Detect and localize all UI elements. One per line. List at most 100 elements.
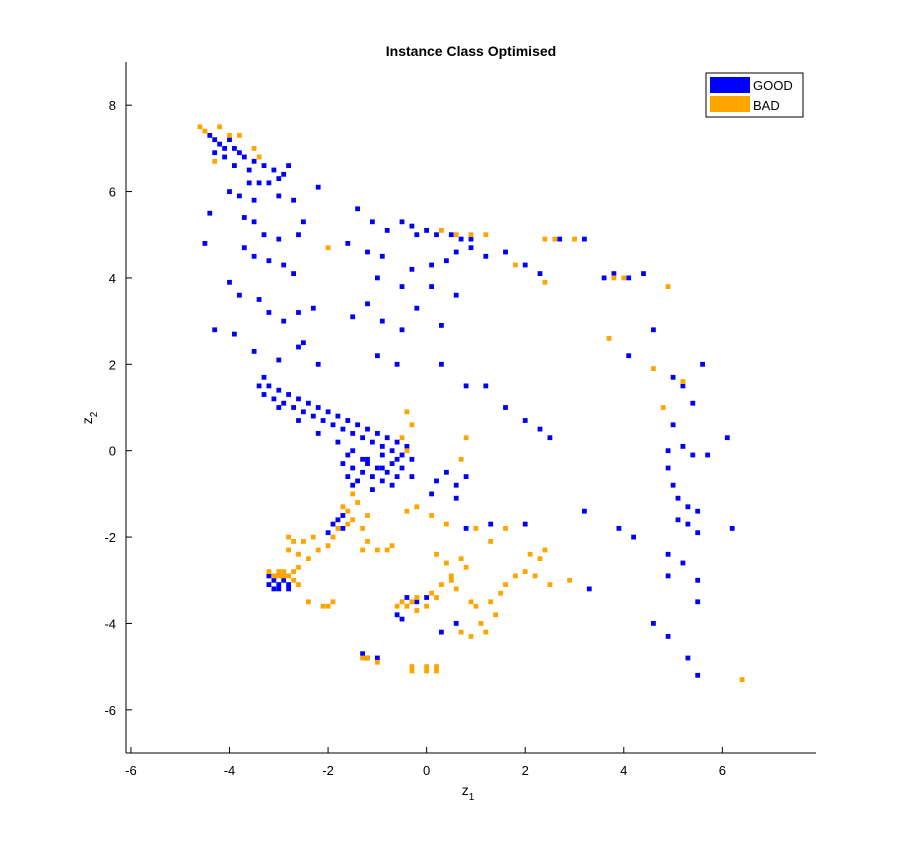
data-point-bad: [399, 435, 405, 441]
data-point-good: [389, 461, 395, 466]
data-point-bad: [542, 547, 548, 553]
data-point-good: [286, 586, 291, 592]
data-point-good: [227, 279, 232, 285]
data-point-bad: [513, 573, 518, 579]
data-point-good: [325, 530, 331, 536]
data-point-good: [444, 258, 449, 264]
data-point-good: [375, 275, 380, 281]
x-tick-label: 6: [719, 763, 726, 778]
data-point-good: [360, 651, 365, 657]
data-point-good: [389, 448, 395, 454]
data-point-bad: [325, 603, 331, 609]
data-point-good: [685, 504, 691, 510]
data-point-good: [616, 526, 622, 531]
data-point-bad: [291, 577, 296, 583]
data-point-bad: [448, 577, 454, 583]
data-point-bad: [404, 448, 410, 454]
data-point-good: [399, 616, 405, 622]
data-point-good: [384, 469, 390, 475]
y-tick-label: 4: [109, 271, 116, 286]
data-point-bad: [473, 603, 479, 609]
data-point-bad: [237, 133, 242, 138]
data-point-good: [222, 146, 227, 151]
data-point-bad: [251, 146, 257, 151]
data-point-good: [256, 383, 262, 389]
data-point-good: [212, 327, 218, 333]
data-point-bad: [567, 577, 572, 583]
data-point-bad: [340, 504, 346, 510]
y-tick-label: 8: [109, 98, 116, 113]
data-point-bad: [350, 517, 356, 523]
data-point-bad: [542, 279, 548, 285]
y-tick-label: 2: [109, 357, 116, 372]
data-point-bad: [468, 599, 474, 605]
data-point-bad: [434, 668, 439, 674]
data-point-good: [439, 629, 444, 635]
data-point-good: [276, 193, 282, 199]
data-point-bad: [660, 405, 666, 410]
data-point-good: [345, 241, 351, 246]
data-point-good: [601, 275, 607, 281]
data-point-bad: [473, 526, 479, 531]
data-point-good: [365, 426, 370, 432]
data-point-good: [547, 435, 553, 441]
data-point-good: [665, 465, 671, 471]
data-point-good: [301, 219, 306, 225]
data-point-good: [370, 474, 375, 479]
data-point-good: [266, 383, 272, 389]
data-point-good: [414, 305, 420, 311]
data-point-bad: [547, 582, 553, 587]
data-point-good: [207, 133, 213, 138]
data-point-good: [670, 422, 676, 428]
data-point-bad: [212, 158, 218, 164]
data-point-good: [370, 219, 375, 225]
data-point-good: [355, 206, 360, 212]
data-point-bad: [611, 275, 617, 281]
data-point-good: [690, 400, 696, 406]
data-point-good: [340, 461, 346, 466]
data-point-good: [399, 284, 405, 289]
data-point-good: [488, 521, 494, 527]
data-point-bad: [296, 564, 301, 570]
data-point-bad: [453, 586, 459, 592]
data-point-bad: [355, 500, 360, 505]
data-point-bad: [296, 582, 301, 587]
data-point-good: [306, 400, 311, 406]
data-point-bad: [301, 539, 306, 544]
data-point-good: [375, 465, 380, 471]
data-point-bad: [286, 534, 291, 540]
data-point-good: [670, 374, 676, 380]
data-point-bad: [606, 336, 612, 341]
series-bad: [197, 124, 745, 682]
y-axis-label: z2: [79, 411, 100, 424]
data-point-good: [212, 150, 218, 156]
data-point-good: [232, 331, 237, 337]
data-point-good: [394, 361, 400, 367]
data-point-good: [675, 517, 681, 523]
data-point-good: [394, 456, 400, 462]
data-point-good: [695, 508, 701, 514]
data-point-good: [404, 444, 410, 449]
data-point-good: [586, 586, 592, 592]
data-point-good: [261, 392, 267, 397]
data-point-good: [404, 595, 410, 600]
data-point-bad: [414, 608, 420, 613]
data-point-bad: [271, 573, 277, 579]
data-point-good: [705, 452, 710, 458]
data-point-bad: [439, 228, 444, 233]
data-point-good: [429, 262, 434, 268]
data-point-good: [503, 249, 508, 255]
data-point-bad: [350, 491, 356, 497]
data-point-good: [365, 249, 370, 255]
data-point-good: [394, 612, 400, 618]
data-point-good: [315, 184, 321, 190]
data-point-bad: [424, 668, 429, 674]
legend-label-bad: BAD: [753, 98, 780, 113]
data-point-good: [355, 422, 360, 428]
data-point-good: [424, 595, 429, 600]
data-point-good: [281, 318, 287, 324]
data-point-good: [424, 228, 429, 233]
data-point-good: [379, 318, 385, 324]
data-point-good: [251, 253, 257, 259]
data-point-good: [379, 444, 385, 449]
